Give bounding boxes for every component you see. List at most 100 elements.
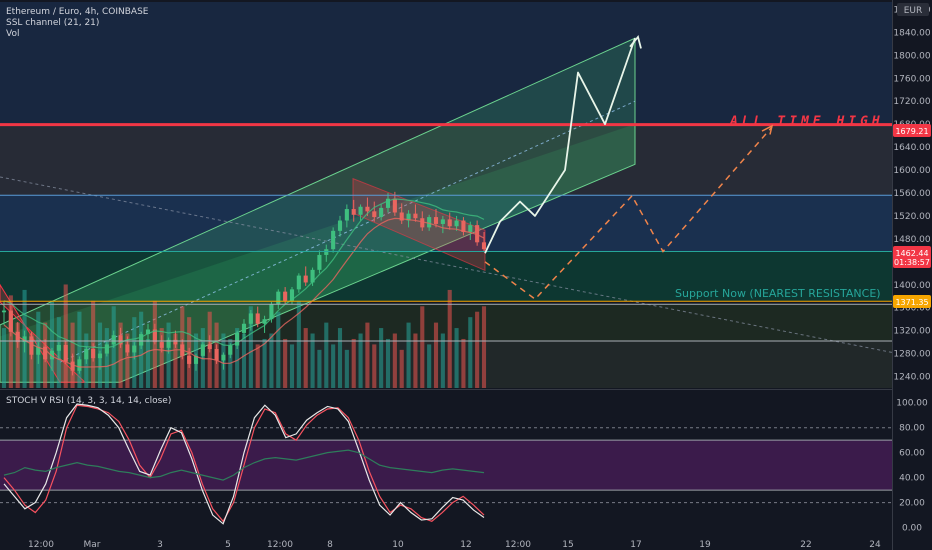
annotation-support[interactable]: Support Now (NEAREST RESISTANCE) — [675, 287, 881, 300]
candle-body[interactable] — [43, 346, 48, 360]
candle-body[interactable] — [481, 242, 487, 250]
candle-body[interactable] — [49, 350, 55, 360]
candle-body[interactable] — [427, 217, 432, 228]
ssl-channel-up[interactable] — [3, 198, 485, 349]
candle-body[interactable] — [447, 219, 452, 227]
candle-body[interactable] — [132, 345, 137, 353]
oscillator-series-1[interactable] — [3, 403, 485, 525]
bullish-arrowhead — [629, 35, 642, 49]
candle-body[interactable] — [241, 323, 247, 333]
axes: 1880.001840.001800.001760.001720.001680.… — [28, 0, 932, 550]
volume-bar — [303, 328, 308, 388]
indicator-ssl-label[interactable]: SSL channel (21, 21) — [6, 18, 99, 28]
candle-body[interactable] — [392, 198, 397, 213]
candle-body[interactable] — [475, 225, 480, 243]
candlesticks[interactable] — [1, 191, 487, 376]
candle-body[interactable] — [235, 332, 240, 346]
candle-body[interactable] — [173, 339, 178, 345]
candle-body[interactable] — [63, 344, 68, 362]
candle-body[interactable] — [365, 206, 370, 212]
candle-body[interactable] — [187, 355, 192, 364]
candle-body[interactable] — [145, 329, 151, 335]
candle-body[interactable] — [228, 345, 233, 355]
candle-body[interactable] — [97, 353, 103, 359]
candle-body[interactable] — [214, 348, 219, 361]
candle-body[interactable] — [152, 329, 157, 343]
candle-body[interactable] — [413, 213, 418, 219]
candle-body[interactable] — [351, 209, 356, 215]
candle-body[interactable] — [22, 336, 27, 343]
candle-body[interactable] — [269, 304, 274, 320]
candle-body[interactable] — [193, 355, 199, 364]
candle-body[interactable] — [200, 344, 205, 356]
candle-body[interactable] — [248, 313, 253, 324]
candle-body[interactable] — [77, 359, 82, 371]
candle-body[interactable] — [399, 212, 404, 221]
candle-body[interactable] — [406, 213, 411, 221]
candle-body[interactable] — [221, 354, 226, 361]
candle-body[interactable] — [111, 335, 116, 345]
candle-body[interactable] — [104, 344, 109, 354]
oscillator-title[interactable]: STOCH V RSI (14, 3, 3, 14, 14, close) — [6, 396, 171, 406]
volume-bar — [358, 333, 363, 388]
long-trendline[interactable] — [0, 176, 893, 353]
candle-body[interactable] — [125, 344, 130, 353]
candle-body[interactable] — [337, 220, 343, 231]
candle-body[interactable] — [70, 361, 75, 371]
candle-body[interactable] — [276, 291, 281, 305]
volume-bar — [104, 328, 109, 388]
candle-body[interactable] — [262, 319, 267, 324]
ssl-channel-down[interactable] — [3, 217, 485, 368]
candle-body[interactable] — [91, 348, 96, 359]
candle-body[interactable] — [255, 313, 260, 324]
candle-body[interactable] — [56, 344, 61, 351]
candle-body[interactable] — [8, 310, 13, 332]
candle-body[interactable] — [433, 217, 439, 224]
projection-paths[interactable] — [484, 35, 774, 301]
horizontal-levels[interactable] — [0, 123, 892, 342]
candle-body[interactable] — [385, 198, 391, 208]
candle-body[interactable] — [296, 275, 301, 290]
indicator-vol-label[interactable]: Vol — [6, 29, 19, 39]
candle-body[interactable] — [1, 310, 7, 313]
alternate-projection-path[interactable] — [484, 126, 773, 301]
bullish-projection-path[interactable] — [484, 37, 636, 254]
candle-body[interactable] — [379, 207, 384, 218]
candle-body[interactable] — [324, 249, 329, 255]
candle-body[interactable] — [344, 209, 349, 221]
candle-body[interactable] — [420, 218, 425, 228]
oscillator-pane[interactable] — [0, 389, 932, 550]
candle-body[interactable] — [207, 344, 212, 349]
candle-body[interactable] — [84, 348, 89, 360]
oscillator-tick-label: 80.00 — [899, 424, 925, 434]
candle-body[interactable] — [118, 335, 123, 345]
candle-body[interactable] — [159, 342, 164, 348]
candle-body[interactable] — [283, 291, 288, 301]
candle-body[interactable] — [468, 225, 473, 232]
candle-body[interactable] — [372, 211, 377, 218]
candle-body[interactable] — [139, 334, 144, 346]
volume-bar — [15, 322, 20, 388]
oscillator-series-2[interactable] — [3, 449, 485, 481]
candle-body[interactable] — [440, 219, 445, 224]
candle-body[interactable] — [166, 339, 171, 348]
symbol-title[interactable]: Ethereum / Euro, 4h, COINBASE — [6, 7, 149, 17]
candle-body[interactable] — [303, 275, 308, 283]
candle-body[interactable] — [29, 336, 34, 355]
support-price-tag-label: 1371.35 — [895, 298, 928, 307]
candle-body[interactable] — [310, 269, 315, 283]
currency-label: EUR — [904, 6, 923, 16]
candle-body[interactable] — [358, 206, 363, 215]
candle-body[interactable] — [454, 220, 459, 227]
candle-body[interactable] — [36, 346, 41, 355]
candle-body[interactable] — [289, 289, 295, 301]
time-tick-label: Mar — [84, 540, 101, 550]
volume-bar — [447, 289, 452, 388]
candle-body[interactable] — [461, 220, 466, 232]
volume-bar — [379, 328, 384, 388]
candle-body[interactable] — [331, 230, 336, 250]
annotation-all-time-high[interactable]: ALL TIME HIGH — [729, 114, 884, 129]
candle-body[interactable] — [317, 254, 322, 270]
price-tick-label: 1840.00 — [893, 28, 930, 38]
